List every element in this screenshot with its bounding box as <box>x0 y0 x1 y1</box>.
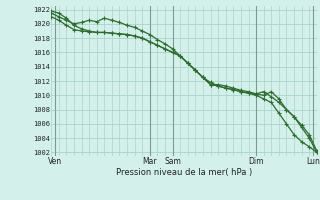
X-axis label: Pression niveau de la mer( hPa ): Pression niveau de la mer( hPa ) <box>116 168 252 177</box>
